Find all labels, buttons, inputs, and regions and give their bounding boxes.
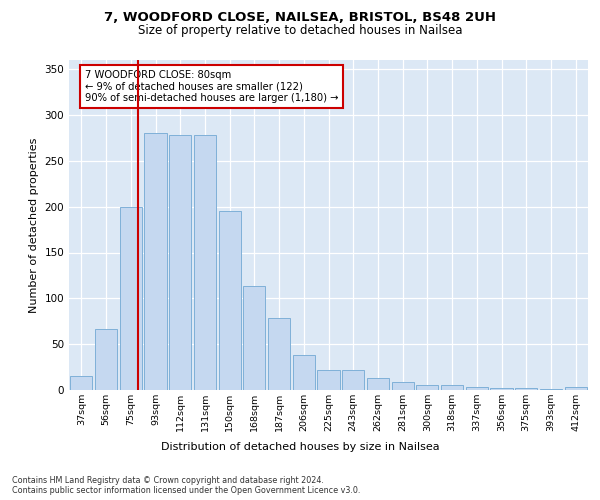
Bar xyxy=(441,384,463,390)
Bar xyxy=(540,389,562,390)
Bar xyxy=(342,370,364,390)
Bar xyxy=(95,328,117,390)
Bar xyxy=(145,134,167,390)
Bar xyxy=(317,370,340,390)
Y-axis label: Number of detached properties: Number of detached properties xyxy=(29,138,39,312)
Bar xyxy=(70,376,92,390)
Bar xyxy=(367,378,389,390)
Bar xyxy=(293,355,315,390)
Bar xyxy=(565,387,587,390)
Text: Contains HM Land Registry data © Crown copyright and database right 2024.
Contai: Contains HM Land Registry data © Crown c… xyxy=(12,476,361,496)
Bar xyxy=(194,135,216,390)
Bar xyxy=(490,388,512,390)
Bar xyxy=(218,211,241,390)
Text: 7, WOODFORD CLOSE, NAILSEA, BRISTOL, BS48 2UH: 7, WOODFORD CLOSE, NAILSEA, BRISTOL, BS4… xyxy=(104,11,496,24)
Bar xyxy=(416,384,439,390)
Bar xyxy=(268,318,290,390)
Bar xyxy=(392,382,414,390)
Bar xyxy=(243,286,265,390)
Bar xyxy=(119,206,142,390)
Text: 7 WOODFORD CLOSE: 80sqm
← 9% of detached houses are smaller (122)
90% of semi-de: 7 WOODFORD CLOSE: 80sqm ← 9% of detached… xyxy=(85,70,338,103)
Bar xyxy=(169,135,191,390)
Text: Distribution of detached houses by size in Nailsea: Distribution of detached houses by size … xyxy=(161,442,439,452)
Bar xyxy=(466,387,488,390)
Text: Size of property relative to detached houses in Nailsea: Size of property relative to detached ho… xyxy=(138,24,462,37)
Bar xyxy=(515,388,538,390)
